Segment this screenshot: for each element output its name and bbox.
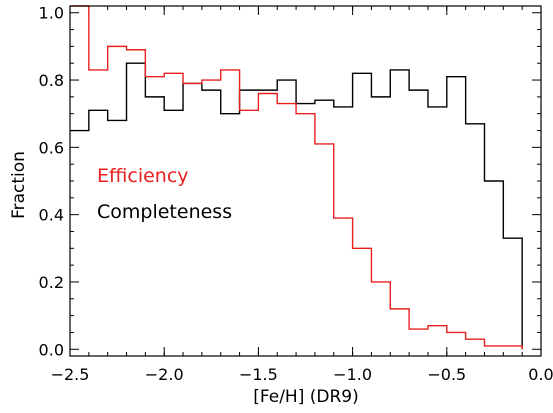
legend-completeness: Completeness: [97, 201, 232, 223]
series-line-efficiency: [70, 5, 523, 350]
x-axis-title: [Fe/H] (DR9): [253, 387, 358, 407]
x-tick-label: −0.5: [427, 365, 466, 384]
plot-frame: [69, 5, 542, 357]
legend-efficiency: Efficiency: [97, 165, 189, 187]
y-tick-label: 0.2: [39, 273, 64, 292]
y-axis-title: Fraction: [9, 151, 29, 219]
x-tick-label: −2.5: [51, 365, 90, 384]
y-tick-label: 0.0: [39, 340, 64, 359]
tick-labels: −2.5 −2.0 −1.5 −1.0 −0.5 0.0 0.0 0.2 0.4 0.6 0.8 1.…: [39, 4, 553, 384]
x-tick-label: 0.0: [528, 365, 553, 384]
series-completeness: [70, 62, 523, 350]
y-tick-label: 0.4: [39, 206, 64, 225]
x-tick-label: −1.0: [333, 365, 372, 384]
y-tick-label: 1.0: [39, 4, 64, 23]
series-line-completeness: [70, 62, 523, 350]
y-tick-label: 0.6: [39, 138, 64, 157]
series-layer: [70, 5, 523, 350]
y-tick-label: 0.8: [39, 71, 64, 90]
x-tick-label: −1.5: [239, 365, 278, 384]
series-efficiency: [70, 5, 523, 350]
x-tick-label: −2.0: [145, 365, 184, 384]
